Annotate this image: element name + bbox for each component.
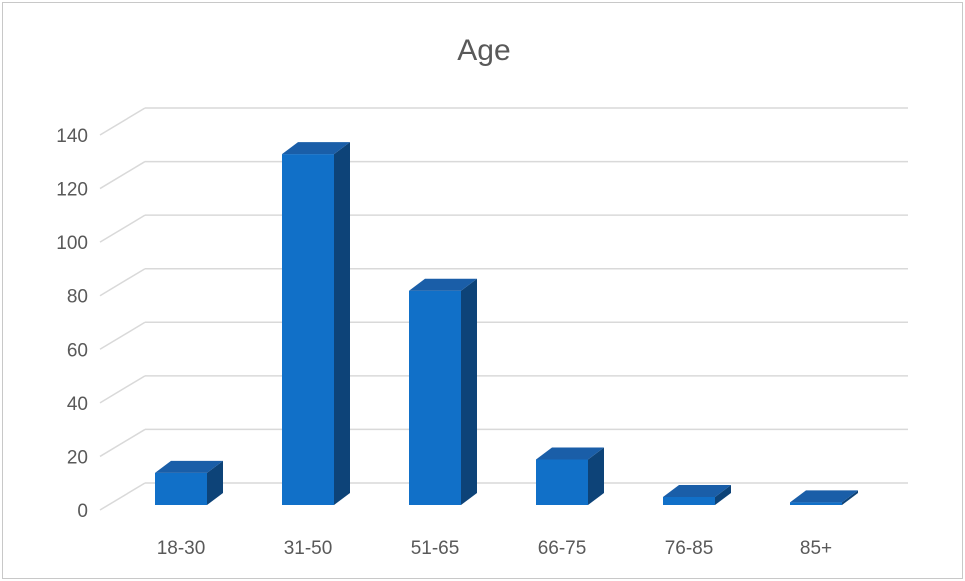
bar-front [536,459,588,505]
y-tick-label: 80 [67,287,88,308]
bar-top [663,484,731,497]
bar-side [715,484,731,505]
y-axis-ticks: 0 20 40 60 80 100 120 140 [56,126,88,522]
x-axis-categories: 18-30 31-50 51-65 66-75 76-85 85+ [157,538,832,559]
x-category-label: 31-50 [284,538,333,559]
bar-31-50 [282,142,350,505]
bar-51-65 [409,278,477,505]
bar-front [409,290,461,505]
gridline-side [99,268,146,297]
y-tick-label: 100 [56,233,88,254]
bar-front [663,496,715,505]
y-tick-label: 0 [77,501,88,522]
x-category-label: 66-75 [538,538,587,559]
bar-side [842,490,858,505]
bar-top [155,460,223,473]
bar-85+ [790,490,858,505]
bar-front [155,472,207,505]
bar-18-30 [155,460,223,505]
x-category-label: 51-65 [411,538,460,559]
x-category-label: 85+ [800,538,832,559]
bar-side [461,278,477,505]
bar-side [207,460,223,505]
y-tick-label: 120 [56,180,88,201]
bars [155,142,858,505]
gridline-side [99,375,146,404]
bar-top [282,142,350,155]
gridline-side [99,107,146,136]
gridlines [99,107,908,511]
gridline-side [99,321,146,350]
gridline-side [99,160,146,190]
bar-front [790,502,842,505]
y-tick-label: 40 [67,394,88,415]
bar-top [409,278,477,291]
bar-top [790,490,858,503]
x-category-label: 76-85 [665,538,714,559]
bar-top [536,447,604,460]
bar-front [282,154,334,505]
y-tick-label: 20 [67,447,88,468]
y-tick-label: 60 [67,340,88,361]
bar-66-75 [536,447,604,505]
bar-side [588,447,604,505]
gridline-side [99,482,146,511]
chart-title: Age [457,34,510,67]
x-category-label: 18-30 [157,538,206,559]
y-tick-label: 140 [56,126,88,147]
bar-side [334,142,350,505]
gridline-side [99,214,146,243]
gridline-side [99,428,146,458]
bar-76-85 [663,484,731,505]
